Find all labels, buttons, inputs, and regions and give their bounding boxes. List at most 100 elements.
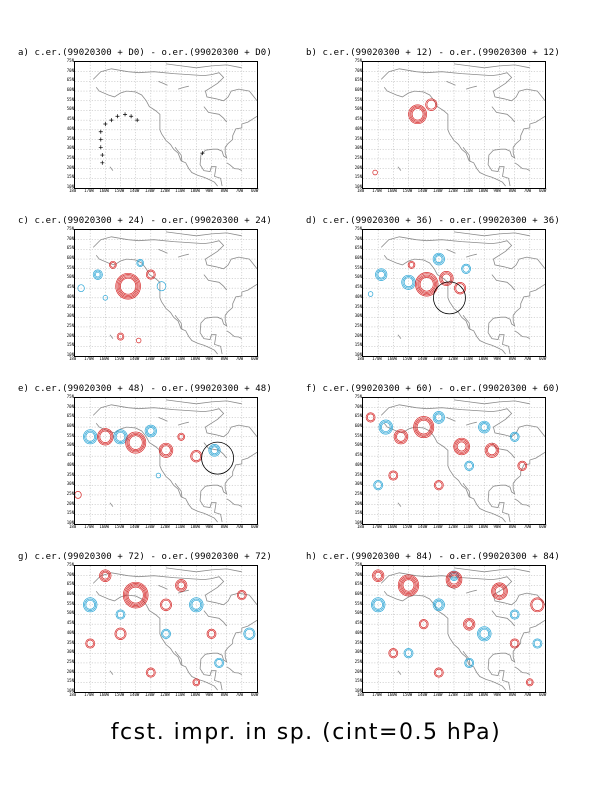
negative-contour-ring	[403, 648, 414, 659]
positive-contour-ring	[433, 480, 444, 491]
lon-tick-label: 180	[69, 692, 77, 697]
map-panel: c) c.er.(99020300 + 24) - o.er.(99020300…	[18, 216, 318, 376]
positive-contour-ring	[420, 620, 428, 629]
coastline	[226, 162, 242, 171]
lon-tick-label: 140W	[417, 188, 428, 193]
positive-contour-ring	[122, 581, 149, 609]
lat-tick-label: 40N	[66, 461, 74, 467]
lon-tick-label: 150W	[114, 188, 125, 193]
track-point	[98, 137, 103, 142]
coastline	[158, 585, 168, 590]
lat-tick-label: 15N	[66, 510, 74, 516]
coastline	[226, 666, 242, 675]
lat-tick-label: 10N	[354, 520, 362, 525]
lat-tick-label: 65N	[66, 77, 74, 83]
lon-tick-label: 130W	[144, 524, 155, 529]
coastline	[203, 610, 228, 627]
lat-tick-label: 65N	[354, 245, 362, 251]
coastline	[92, 404, 257, 438]
positive-contour-ring	[465, 620, 473, 629]
lat-tick-label: 55N	[66, 432, 74, 438]
map-frame	[362, 565, 546, 693]
positive-contour-ring	[464, 619, 475, 630]
positive-contour	[415, 272, 439, 297]
positive-contour-ring	[487, 445, 497, 456]
coastline	[514, 498, 530, 507]
coastline	[465, 85, 477, 90]
positive-contour-ring	[416, 419, 431, 435]
negative-contour-ring	[145, 425, 156, 437]
positive-contour-ring	[455, 283, 465, 294]
lon-tick-label: 130W	[432, 356, 443, 361]
lat-tick-label: 45N	[354, 116, 362, 122]
lon-tick-label: 90W	[493, 692, 501, 697]
lon-tick-label: 120W	[160, 524, 170, 529]
panel-title: f) c.er.(99020300 + 60) - o.er.(99020300…	[306, 384, 560, 394]
lon-tick-label: 110W	[463, 524, 473, 529]
negative-contour-ring	[533, 639, 542, 648]
negative-contour	[461, 263, 471, 274]
lat-tick-label: 70N	[66, 67, 74, 73]
positive-contour-ring	[453, 437, 470, 456]
lon-tick-label: 90W	[205, 692, 213, 697]
coastline	[95, 254, 218, 355]
positive-contour-ring	[110, 262, 116, 268]
positive-contour-ring	[410, 106, 425, 122]
lon-tick-label: 110W	[463, 692, 473, 697]
lat-tick-label: 45N	[66, 284, 74, 290]
negative-contour	[478, 420, 491, 434]
lon-tick-label: 130W	[432, 692, 443, 697]
negative-contour-ring	[479, 422, 490, 433]
lon-tick-label: 160W	[99, 692, 109, 697]
target-circle	[201, 441, 234, 475]
map-panel: g) c.er.(99020300 + 72) - o.er.(99020300…	[18, 552, 318, 712]
lat-tick-label: 45N	[354, 284, 362, 290]
negative-contour-ring	[461, 263, 471, 274]
positive-contour	[136, 337, 142, 344]
lon-tick-label: 60W	[539, 356, 547, 361]
lat-tick-label: 10N	[66, 352, 74, 357]
positive-contour-ring	[415, 418, 432, 436]
lon-tick-label: 100W	[190, 356, 200, 361]
positive-contour-ring	[373, 570, 384, 581]
lat-tick-label: 50N	[354, 274, 362, 280]
positive-contour	[365, 412, 376, 423]
lat-tick-label: 75N	[66, 58, 74, 63]
lon-tick-label: 90W	[493, 188, 501, 193]
negative-contour	[156, 281, 167, 292]
coastline	[177, 85, 189, 90]
positive-contour	[145, 667, 156, 678]
coastline	[453, 63, 530, 69]
lon-tick-label: 60W	[251, 524, 259, 529]
negative-contour-ring	[156, 281, 167, 292]
negative-contour-ring	[162, 629, 170, 638]
map-frame	[362, 397, 546, 525]
lon-tick-label: 170W	[84, 524, 94, 529]
negative-contour-ring	[84, 598, 97, 611]
lon-tick-label: 90W	[205, 188, 213, 193]
positive-contour	[526, 678, 534, 687]
negative-contour-ring	[379, 420, 392, 434]
negative-contour-ring	[215, 659, 223, 667]
positive-contour-ring	[491, 582, 508, 600]
positive-contour-ring	[399, 575, 418, 596]
lat-tick-label: 70N	[354, 235, 362, 241]
lat-tick-label: 55N	[66, 96, 74, 102]
negative-contour-ring	[432, 598, 445, 612]
lat-tick-label: 40N	[354, 293, 362, 299]
positive-contour-ring	[86, 639, 94, 648]
positive-contour-ring	[484, 442, 500, 458]
positive-contour-ring	[116, 274, 140, 299]
positive-contour	[408, 104, 427, 125]
lon-tick-label: 100W	[478, 524, 488, 529]
coastline	[92, 236, 257, 270]
track-point	[129, 114, 134, 119]
panel-title: d) c.er.(99020300 + 36) - o.er.(99020300…	[306, 216, 560, 226]
negative-contour-ring	[191, 599, 202, 610]
lat-tick-label: 30N	[66, 481, 74, 487]
negative-contour	[367, 291, 374, 297]
lon-tick-label: 70W	[235, 356, 244, 361]
positive-contour-ring	[492, 583, 507, 599]
positive-contour	[530, 597, 545, 613]
coastline	[453, 567, 530, 573]
